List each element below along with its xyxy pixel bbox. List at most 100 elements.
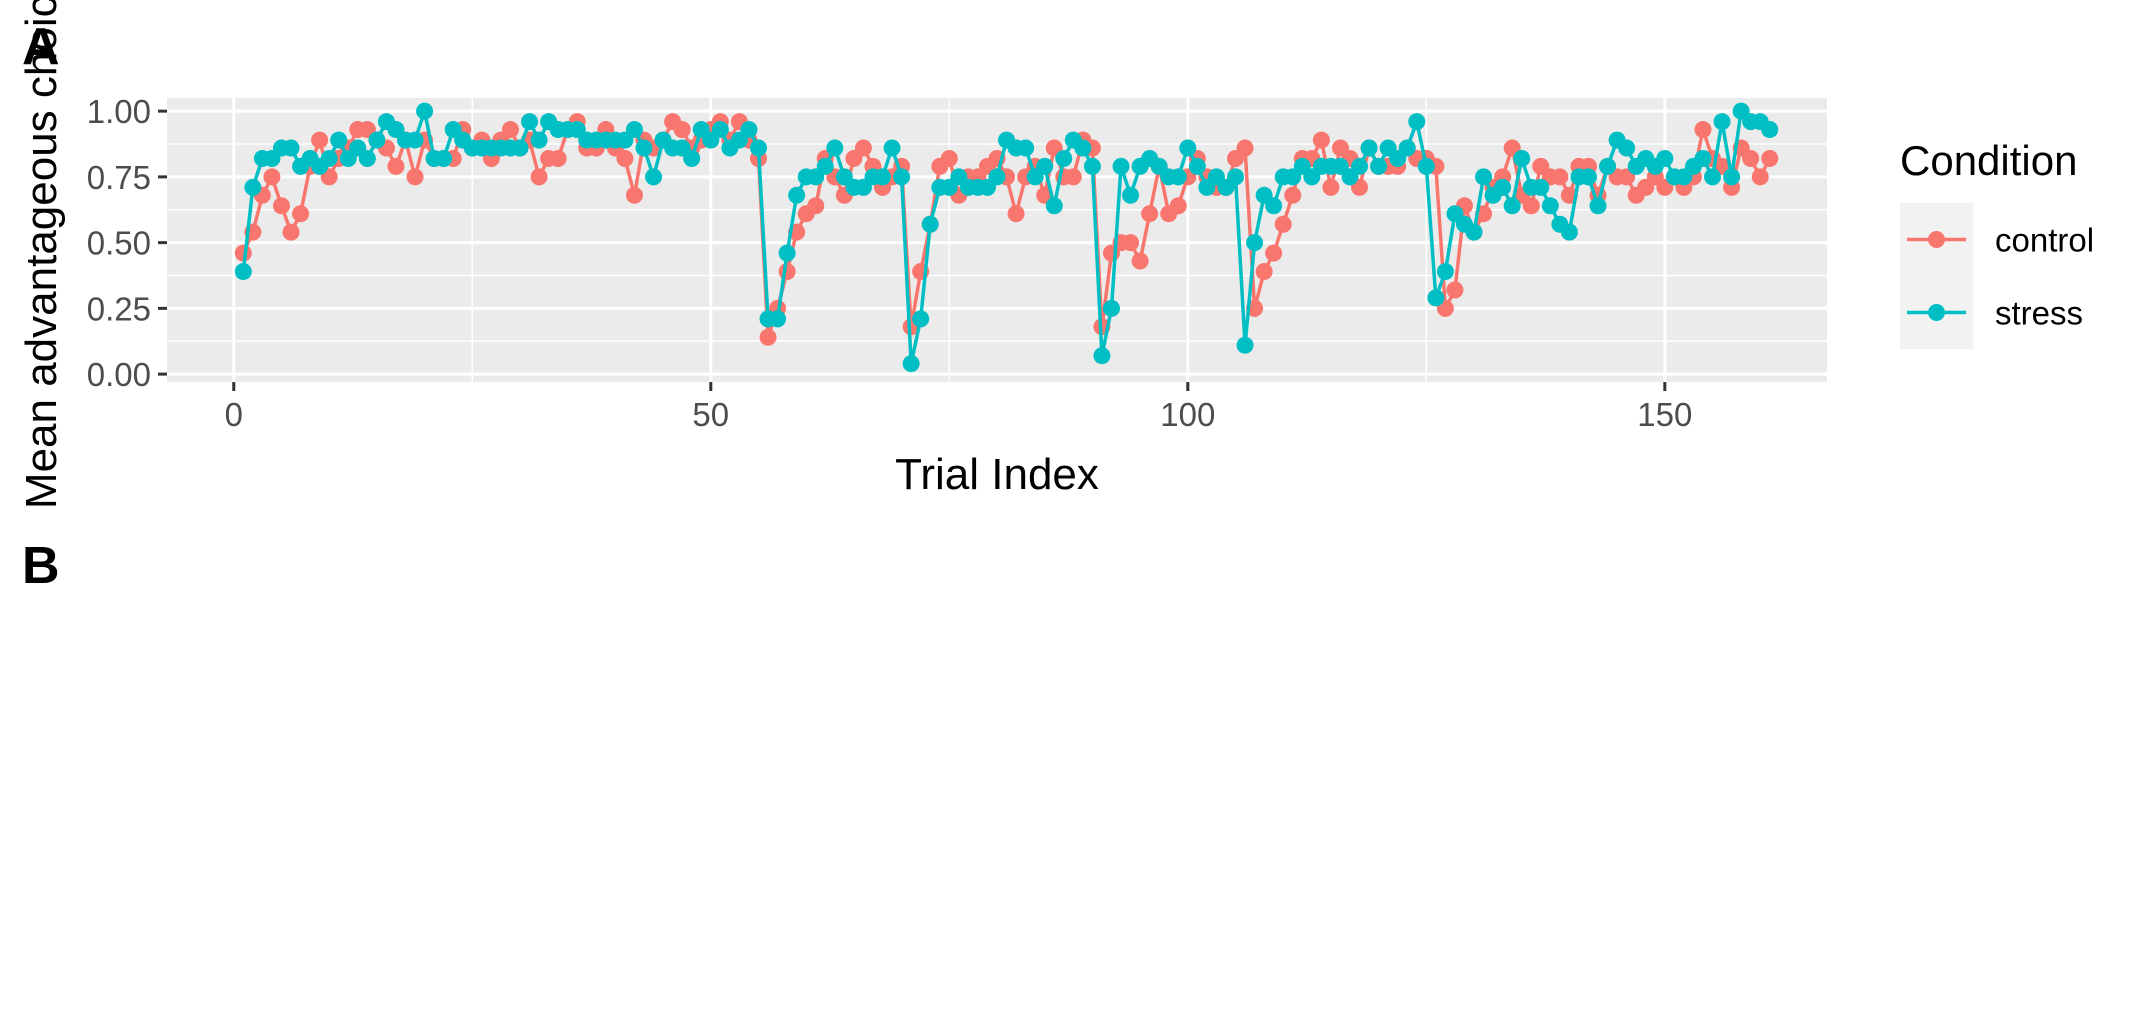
data-point-stress [368,131,386,149]
data-point-control [807,197,825,215]
data-point-control [292,205,310,223]
data-point-control [387,157,405,175]
data-point-stress [1093,347,1111,365]
data-point-stress [1713,113,1731,131]
legend-items: control stress [1907,222,2094,332]
data-point-stress [912,310,930,328]
legend-item-stress: stress [1907,295,2083,332]
data-point-stress [1036,157,1054,175]
data-point-control [530,168,548,186]
data-point-control [549,149,567,167]
data-point-control [501,121,519,139]
panel-label-a: A [22,18,60,76]
data-point-stress [788,186,806,204]
data-point-control [1312,131,1330,149]
data-point-stress [816,157,834,175]
data-point-stress [645,168,663,186]
data-point-stress [358,149,376,167]
y-axis: 0.00 0.25 0.50 0.75 1.00 [87,93,167,393]
data-point-control [1141,205,1159,223]
data-point-stress [1169,168,1187,186]
data-point-stress [1227,168,1245,186]
data-point-stress [1761,121,1779,139]
data-point-stress [1656,149,1674,167]
data-point-stress [1017,139,1035,157]
data-point-stress [416,102,434,120]
data-point-control [1522,197,1540,215]
data-point-stress [1370,157,1388,175]
data-point-stress [1055,149,1073,167]
data-point-control [1284,186,1302,204]
data-point-stress [320,149,338,167]
data-point-control [1255,263,1273,281]
data-point-stress [406,131,424,149]
data-point-stress [1503,197,1521,215]
data-point-stress [282,139,300,157]
data-point-stress [1074,139,1092,157]
data-point-stress [1427,289,1445,307]
data-point-stress [511,139,529,157]
data-point-control [272,197,290,215]
data-point-control [1322,178,1340,196]
x-tick-label: 100 [1160,396,1215,433]
data-point-stress [1102,299,1120,317]
series-stress [234,102,1779,373]
data-point-stress [1360,139,1378,157]
data-point-control [1064,168,1082,186]
data-point-stress [1179,139,1197,157]
data-point-control [1694,121,1712,139]
x-axis-title: Trial Index [895,450,1099,499]
data-point-stress [330,131,348,149]
legend-title: Condition [1900,137,2077,184]
data-point-stress [778,244,796,262]
line-chart: 0.00 0.25 0.50 0.75 1.00 0 50 100 150 Trial Ind… [17,0,2094,509]
data-point-control [406,168,424,186]
data-point-control [940,149,958,167]
data-point-stress [1246,234,1264,252]
data-point-stress [1045,197,1063,215]
y-tick-label: 0.25 [87,290,151,327]
y-tick-label: 0.50 [87,225,151,262]
data-point-stress [749,139,767,157]
data-point-control [778,263,796,281]
data-point-stress [1723,168,1741,186]
data-point-stress [740,121,758,139]
data-point-stress [1694,149,1712,167]
data-point-control [673,121,691,139]
legend-label: stress [1995,295,2083,332]
legend-key-point [1928,231,1945,248]
data-point-stress [1618,139,1636,157]
y-tick-label: 1.00 [87,93,151,130]
legend-key-point [1928,304,1945,321]
data-point-control [1122,234,1140,252]
data-point-stress [893,168,911,186]
data-point-control [625,186,643,204]
data-point-stress [1436,263,1454,281]
data-point-stress [711,121,729,139]
data-point-stress [530,131,548,149]
data-point-stress [1541,197,1559,215]
data-point-control [1265,244,1283,262]
panel-label-b: B [22,537,60,595]
y-tick-label: 0.00 [87,356,151,393]
data-point-stress [1560,223,1578,241]
data-point-stress [234,263,252,281]
legend-key-background [1900,203,1973,349]
data-point-stress [1599,157,1617,175]
data-point-stress [1122,186,1140,204]
x-axis: 0 50 100 150 [225,382,1692,433]
data-point-stress [1704,168,1722,186]
data-point-control [263,168,281,186]
data-point-stress [1083,157,1101,175]
data-point-stress [826,139,844,157]
legend-item-control: control [1907,222,2094,259]
data-point-stress [1579,168,1597,186]
legend-label: control [1995,222,2094,259]
data-point-stress [1351,157,1369,175]
y-tick-label: 0.75 [87,159,151,196]
data-point-stress [1188,157,1206,175]
data-point-stress [683,149,701,167]
data-point-stress [1513,149,1531,167]
data-point-stress [1475,168,1493,186]
